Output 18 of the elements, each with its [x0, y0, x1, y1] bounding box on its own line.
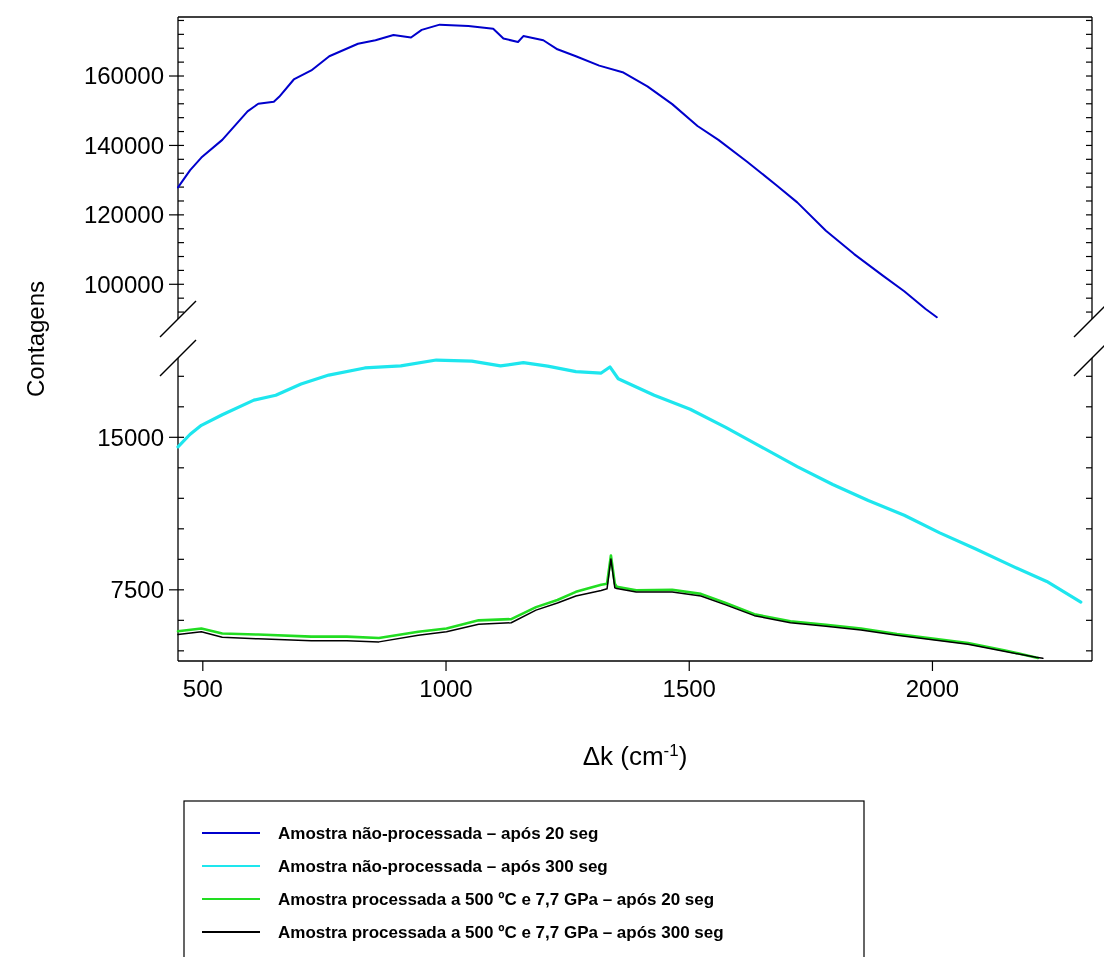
- y-axis-title: Contagens: [22, 280, 49, 398]
- x-tick-label: 1500: [662, 675, 716, 702]
- legend-label: Amostra processada a 500 ºC e 7,7 GPa – após 300 seg: [278, 922, 724, 942]
- legend-label: Amostra processada a 500 ºC e 7,7 GPa – após 20 seg: [278, 889, 715, 909]
- legend-label: Amostra não-processada – após 300 seg: [278, 856, 608, 876]
- line-series: [176, 358, 1083, 604]
- y-tick-label: 120000: [83, 201, 164, 229]
- y-tick-label: 15000: [97, 423, 164, 451]
- x-tick-label: 2000: [905, 675, 960, 702]
- x-tick-label: 1000: [419, 675, 473, 702]
- legend-label: Amostra não-processada – após 20 seg: [278, 823, 599, 843]
- y-tick-label: 100000: [83, 270, 164, 298]
- y-tick-label: 140000: [83, 131, 164, 159]
- x-tick-label: 500: [182, 675, 223, 702]
- x-axis-title: Δk (cm$^{-1}$): [582, 740, 688, 771]
- line-series: [177, 23, 938, 319]
- y-tick-label: 160000: [83, 62, 164, 90]
- y-tick-label: 7500: [110, 576, 164, 604]
